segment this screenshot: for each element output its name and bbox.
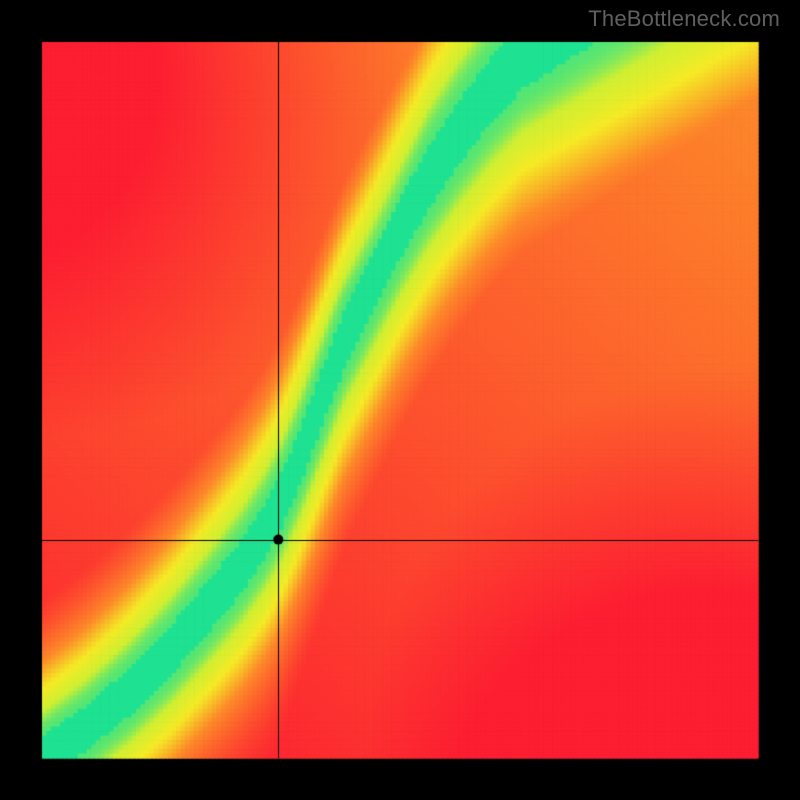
chart-container: TheBottleneck.com bbox=[0, 0, 800, 800]
heatmap-canvas bbox=[0, 0, 800, 800]
watermark-label: TheBottleneck.com bbox=[588, 6, 780, 32]
